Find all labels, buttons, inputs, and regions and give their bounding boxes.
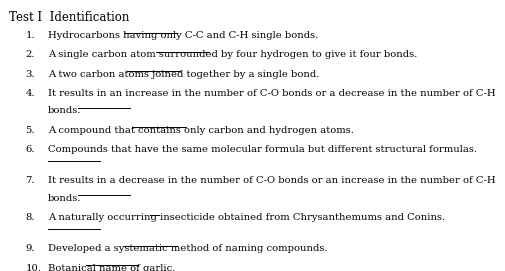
Text: 5.: 5. — [25, 125, 35, 135]
Text: Developed a systematic method of naming compounds.: Developed a systematic method of naming … — [47, 244, 327, 253]
Text: Botanical name of garlic.: Botanical name of garlic. — [47, 264, 175, 271]
Text: Test I  Identification: Test I Identification — [10, 11, 130, 24]
Text: 9.: 9. — [25, 244, 35, 253]
Text: A two carbon atoms joined together by a single bond.: A two carbon atoms joined together by a … — [47, 70, 319, 79]
Text: It results in a decrease in the number of C-O bonds or an increase in the number: It results in a decrease in the number o… — [47, 176, 494, 185]
Text: Compounds that have the same molecular formula but different structural formulas: Compounds that have the same molecular f… — [47, 145, 476, 154]
Text: bonds.: bonds. — [47, 106, 81, 115]
Text: 7.: 7. — [25, 176, 35, 185]
Text: 4.: 4. — [25, 89, 35, 98]
Text: 3.: 3. — [25, 70, 35, 79]
Text: A compound that contains only carbon and hydrogen atoms.: A compound that contains only carbon and… — [47, 125, 353, 135]
Text: It results in an increase in the number of C-O bonds or a decrease in the number: It results in an increase in the number … — [47, 89, 494, 98]
Text: 2.: 2. — [25, 50, 35, 59]
Text: 8.: 8. — [25, 213, 35, 222]
Text: bonds.: bonds. — [47, 194, 81, 203]
Text: 1.: 1. — [25, 31, 35, 40]
Text: Hydrocarbons having only C-C and C-H single bonds.: Hydrocarbons having only C-C and C-H sin… — [47, 31, 317, 40]
Text: A single carbon atom surrounded by four hydrogen to give it four bonds.: A single carbon atom surrounded by four … — [47, 50, 416, 59]
Text: 10.: 10. — [25, 264, 41, 271]
Text: 6.: 6. — [25, 145, 35, 154]
Text: A naturally occurring insecticide obtained from Chrysanthemums and Conins.: A naturally occurring insecticide obtain… — [47, 213, 444, 222]
